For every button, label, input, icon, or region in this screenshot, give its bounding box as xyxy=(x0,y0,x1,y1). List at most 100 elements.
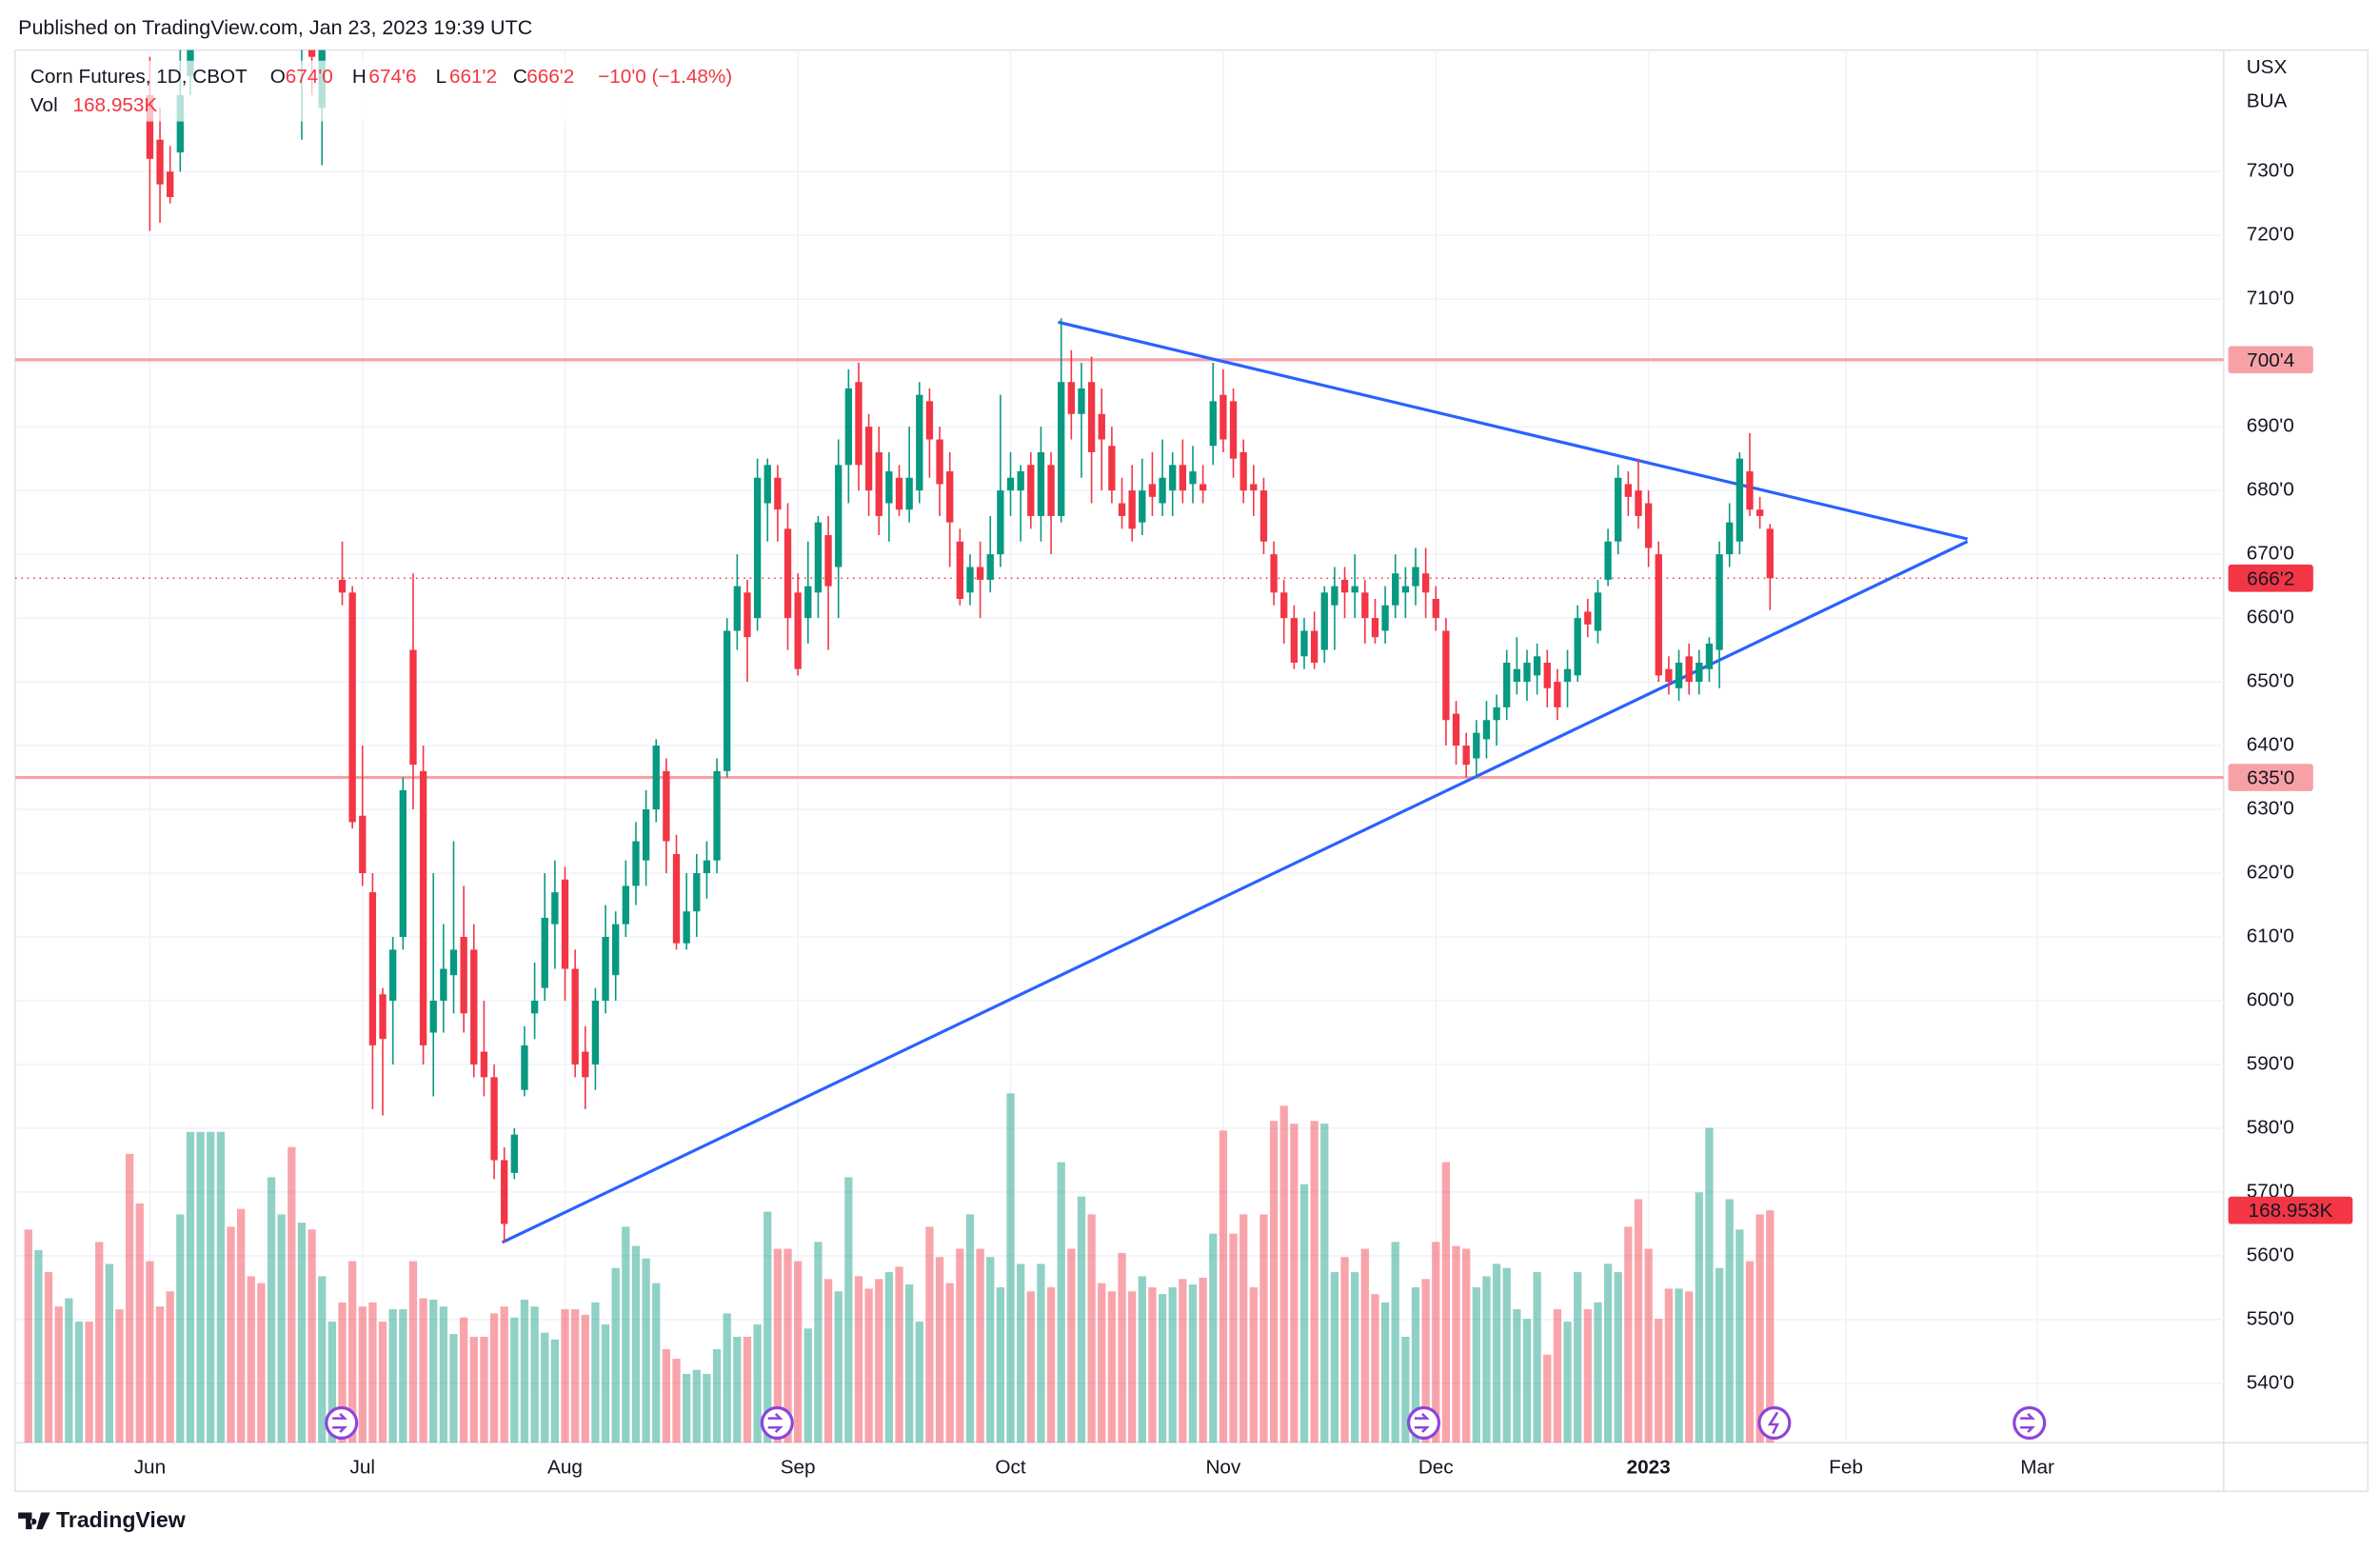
volume-value: 168.953K xyxy=(73,94,158,116)
candle-body xyxy=(1078,388,1085,414)
volume-bar xyxy=(216,1131,226,1443)
candle-body xyxy=(997,490,1004,555)
volume-bar xyxy=(1158,1294,1167,1443)
candle-body xyxy=(1432,599,1439,619)
volume-bar xyxy=(965,1214,975,1443)
candle-body xyxy=(1259,490,1268,542)
volume-bar xyxy=(1340,1257,1349,1443)
candle-body xyxy=(1523,662,1531,683)
volume-bar xyxy=(1279,1105,1288,1443)
volume-bar xyxy=(996,1286,1005,1443)
ohlc-key: O xyxy=(270,66,286,88)
volume-bar xyxy=(1320,1124,1329,1443)
volume-bar xyxy=(1401,1336,1410,1443)
candle-body xyxy=(783,528,792,619)
volume-bar xyxy=(85,1322,93,1443)
volume-bar xyxy=(297,1223,307,1443)
volume-bar xyxy=(530,1306,539,1443)
candle-body xyxy=(663,770,670,842)
candle-body xyxy=(1462,746,1470,766)
volume-bar xyxy=(905,1284,914,1443)
volume-bar xyxy=(44,1272,53,1443)
event-icon[interactable] xyxy=(1406,1405,1441,1440)
volume-bar xyxy=(520,1299,529,1443)
candle-body xyxy=(1229,401,1238,459)
candle-body xyxy=(864,427,873,491)
candle-body xyxy=(724,630,731,771)
candle-body xyxy=(1361,592,1369,619)
candle-body xyxy=(1169,465,1177,491)
y-tick-label: 690'0 xyxy=(2247,415,2294,437)
volume-bar xyxy=(1603,1263,1613,1443)
ohlc-key: C xyxy=(513,66,527,88)
volume-bar xyxy=(125,1153,134,1443)
x-tick-label: Sep xyxy=(781,1457,816,1479)
volume-bar xyxy=(1441,1162,1451,1443)
candle-body xyxy=(146,94,154,159)
volume-bar xyxy=(692,1369,701,1443)
volume-bar xyxy=(743,1336,752,1443)
volume-bar xyxy=(884,1272,894,1443)
ohlc-value: 666'2 xyxy=(526,66,574,88)
y-tick-label: 730'0 xyxy=(2247,160,2294,182)
candle-body xyxy=(713,770,721,861)
brand: TradingView xyxy=(18,1507,187,1532)
volume-bar xyxy=(439,1306,448,1443)
volume-bar xyxy=(1664,1288,1674,1443)
candle-body xyxy=(530,1000,539,1014)
candle-body xyxy=(176,94,184,153)
volume-bar xyxy=(1594,1302,1602,1443)
candle-body xyxy=(1220,394,1227,440)
volume-bar xyxy=(986,1257,995,1443)
x-tick-label: Jun xyxy=(134,1457,166,1479)
y-tick-label: 630'0 xyxy=(2247,798,2294,820)
volume-bar xyxy=(207,1131,215,1443)
volume-bar xyxy=(1482,1276,1491,1443)
volume-bar xyxy=(823,1279,833,1443)
candle-body xyxy=(1139,490,1146,523)
volume-bar xyxy=(135,1203,144,1443)
candle-body xyxy=(1675,662,1683,688)
published-note: Published on TradingView.com, Jan 23, 20… xyxy=(18,16,532,39)
y-tick-label: 560'0 xyxy=(2247,1244,2294,1265)
event-icon[interactable] xyxy=(760,1405,794,1440)
volume-bar xyxy=(1229,1233,1238,1443)
event-icon[interactable] xyxy=(1757,1405,1792,1440)
candle-body xyxy=(501,1160,508,1224)
volume-bar xyxy=(956,1248,964,1443)
legend: Corn Futures, 1D, CBOT O 674'0 H 674'6 L… xyxy=(21,60,750,122)
volume-bar xyxy=(803,1328,812,1443)
volume-bar xyxy=(1351,1272,1359,1443)
volume-bar xyxy=(1675,1288,1683,1443)
event-icon[interactable] xyxy=(325,1405,359,1440)
volume-bar xyxy=(581,1314,589,1443)
volume-bar xyxy=(1472,1286,1480,1443)
volume-bar xyxy=(1371,1294,1379,1443)
volume-bar xyxy=(935,1257,944,1443)
volume-bar xyxy=(1188,1284,1198,1443)
volume-bar xyxy=(1259,1214,1268,1443)
candle-body xyxy=(1503,662,1511,707)
event-icon[interactable] xyxy=(2013,1405,2047,1440)
candle-body xyxy=(753,477,762,619)
volume-bar xyxy=(1148,1286,1157,1443)
volume-bar xyxy=(662,1348,671,1443)
volume-bar xyxy=(622,1226,630,1443)
candle-body xyxy=(1442,630,1450,721)
volume-bar xyxy=(1624,1226,1633,1443)
volume-bar xyxy=(267,1177,276,1443)
candle-body xyxy=(986,554,994,580)
candle-body xyxy=(1493,706,1500,721)
candle-body xyxy=(1594,592,1602,631)
candle-body xyxy=(561,879,569,969)
volume-pane xyxy=(24,1093,1775,1443)
volume-bar xyxy=(257,1283,266,1443)
level-label: 700'4 xyxy=(2247,349,2294,371)
candle-body xyxy=(1351,586,1359,593)
candle-body xyxy=(1058,382,1065,516)
candle-body xyxy=(1705,643,1714,669)
candle-body xyxy=(521,1045,528,1090)
x-tick-label: Feb xyxy=(1829,1457,1863,1479)
candle-body xyxy=(966,567,974,593)
